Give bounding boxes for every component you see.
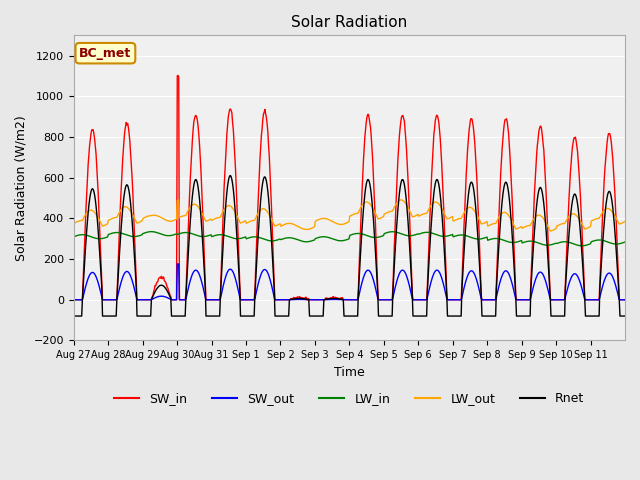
SW_in [438, 161, 445, 167]
Rnet [264, 188, 271, 194]
LW_out [438, 205, 445, 211]
Rnet [621, 313, 629, 319]
Rnet [70, 313, 77, 319]
LW_in [237, 236, 244, 241]
LW_in [578, 243, 586, 249]
LW_in [407, 233, 415, 239]
LW_in [285, 235, 292, 240]
SW_in [621, 297, 629, 303]
Rnet [237, 313, 244, 319]
X-axis label: Time: Time [334, 366, 365, 379]
SW_in [264, 129, 271, 134]
SW_in [237, 297, 244, 303]
SW_in [174, 72, 182, 78]
SW_in [134, 297, 142, 303]
Y-axis label: Solar Radiation (W/m2): Solar Radiation (W/m2) [15, 115, 28, 261]
SW_out [407, 289, 415, 295]
LW_out [237, 220, 244, 226]
Rnet [227, 173, 234, 179]
LW_in [70, 234, 77, 240]
Line: SW_in: SW_in [74, 75, 625, 300]
LW_in [148, 229, 156, 235]
Legend: SW_in, SW_out, LW_in, LW_out, Rnet: SW_in, SW_out, LW_in, LW_out, Rnet [109, 387, 589, 410]
LW_in [438, 233, 445, 239]
Title: Solar Radiation: Solar Radiation [291, 15, 408, 30]
LW_out [134, 220, 142, 226]
Rnet [285, 313, 292, 319]
SW_out [264, 270, 271, 276]
Line: SW_out: SW_out [74, 264, 625, 300]
SW_out [173, 261, 181, 267]
LW_in [621, 239, 629, 245]
Text: BC_met: BC_met [79, 47, 132, 60]
LW_out [621, 218, 629, 224]
SW_out [70, 297, 77, 303]
LW_out [70, 221, 77, 227]
SW_out [285, 297, 292, 303]
LW_out [264, 209, 271, 215]
LW_out [285, 220, 292, 226]
SW_out [621, 297, 629, 303]
SW_in [70, 297, 77, 303]
LW_in [264, 238, 271, 243]
SW_out [237, 297, 244, 303]
Line: LW_in: LW_in [74, 232, 625, 246]
SW_in [285, 297, 292, 303]
Rnet [407, 265, 415, 271]
Rnet [438, 209, 445, 215]
SW_out [134, 297, 142, 303]
Rnet [134, 313, 142, 319]
LW_out [547, 228, 554, 234]
Line: Rnet: Rnet [74, 176, 625, 316]
LW_in [134, 233, 142, 239]
SW_out [438, 275, 445, 281]
LW_out [407, 211, 415, 216]
SW_in [407, 248, 415, 254]
LW_out [175, 197, 182, 203]
Line: LW_out: LW_out [74, 200, 625, 231]
